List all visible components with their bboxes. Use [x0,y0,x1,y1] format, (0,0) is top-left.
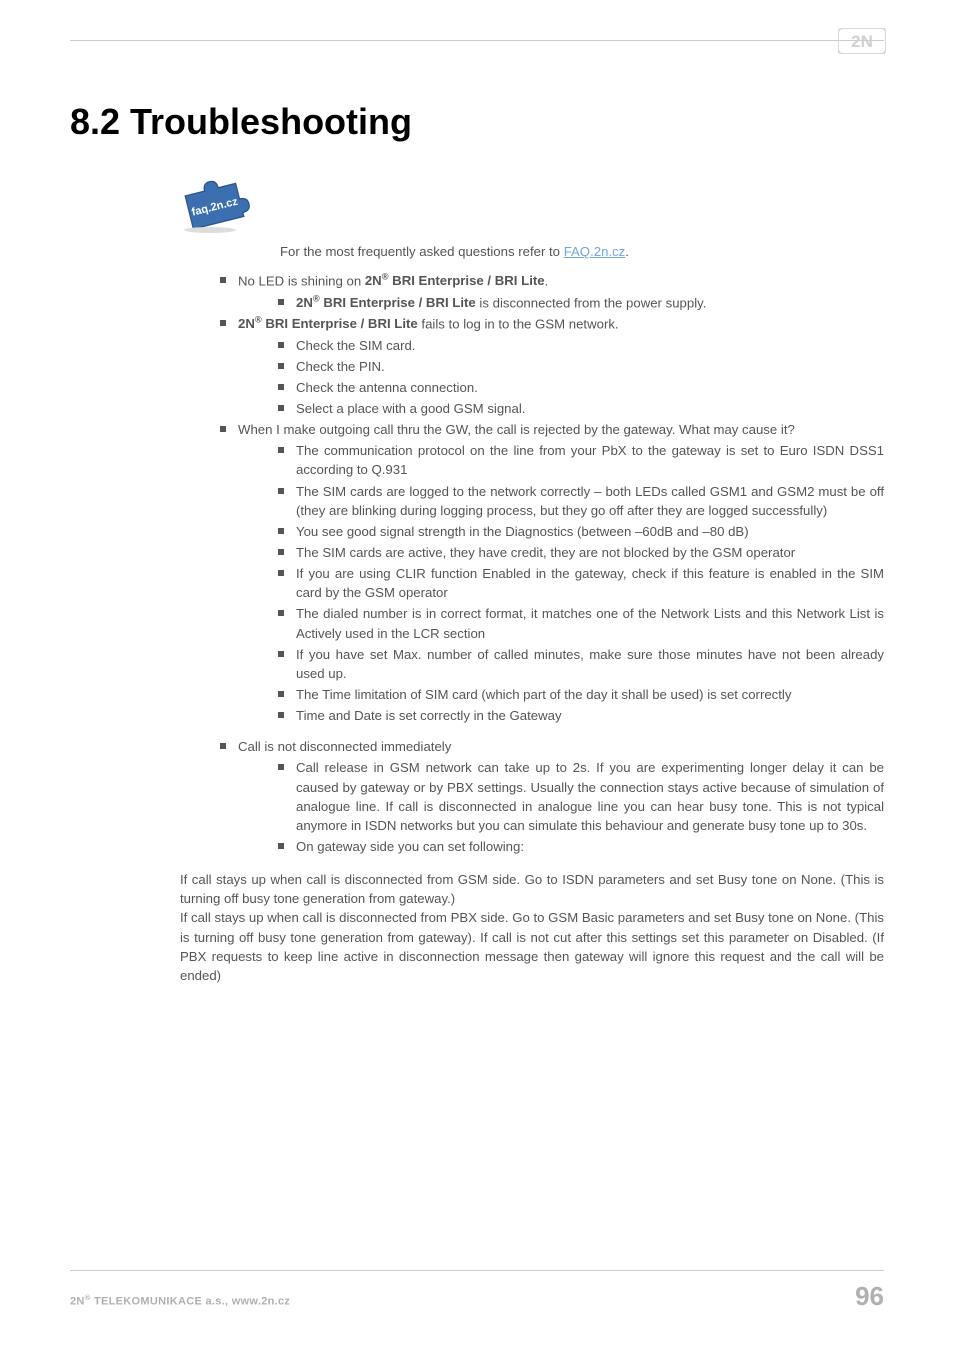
faq-puzzle-icon: faq.2n.cz [170,173,884,240]
troubleshoot-list: No LED is shining on 2N® BRI Enterprise … [70,271,884,856]
header-rule [70,40,884,41]
sub-list: 2N® BRI Enterprise / BRI Lite is disconn… [238,293,884,313]
sub-list-item: The Time limitation of SIM card (which p… [278,685,884,704]
sub-list: Check the SIM card. Check the PIN. Check t… [238,336,884,419]
svg-text:2N: 2N [851,32,873,51]
sub-list-item: Select a place with a good GSM signal. [278,399,884,418]
list-item: When I make outgoing call thru the GW, t… [220,420,884,725]
faq-link[interactable]: FAQ.2n.cz [564,244,626,259]
sub-list-item: If you are using CLIR function Enabled i… [278,564,884,602]
footer-page-number: 96 [855,1281,884,1312]
page-footer: 2N® TELEKOMUNIKACE a.s., www.2n.cz 96 [70,1270,884,1312]
list-item: 2N® BRI Enterprise / BRI Lite fails to l… [220,314,884,418]
sub-list-item: Check the PIN. [278,357,884,376]
sub-list-item: On gateway side you can set following: [278,837,884,856]
sub-list-item: The communication protocol on the line f… [278,441,884,479]
sub-list-item: Call release in GSM network can take up … [278,758,884,835]
faq-intro-line: For the most frequently asked questions … [280,244,884,259]
faq-intro-text: For the most frequently asked questions … [280,244,564,259]
brand-logo: 2N [838,28,886,54]
sub-list-item: 2N® BRI Enterprise / BRI Lite is disconn… [278,293,884,313]
sub-list-item: The dialed number is in correct format, … [278,604,884,642]
sub-list-item: Check the antenna connection. [278,378,884,397]
footer-company: 2N® TELEKOMUNIKACE a.s., www.2n.cz [70,1293,290,1308]
sub-list-item: The SIM cards are active, they have cred… [278,543,884,562]
paragraph-pbx: If call stays up when call is disconnect… [70,908,884,985]
footer-rule [70,1270,884,1271]
list-item: Call is not disconnected immediatelyCall… [220,737,884,856]
sub-list-item: Time and Date is set correctly in the Ga… [278,706,884,725]
sub-list: Call release in GSM network can take up … [238,758,884,856]
sub-list-item: If you have set Max. number of called mi… [278,645,884,683]
sub-list-item: The SIM cards are logged to the network … [278,482,884,520]
sub-list: The communication protocol on the line f… [238,441,884,725]
page-title: 8.2 Troubleshooting [70,101,884,143]
sub-list-item: Check the SIM card. [278,336,884,355]
sub-list-item: You see good signal strength in the Diag… [278,522,884,541]
paragraph-isdn: If call stays up when call is disconnect… [70,870,884,908]
list-item: No LED is shining on 2N® BRI Enterprise … [220,271,884,312]
